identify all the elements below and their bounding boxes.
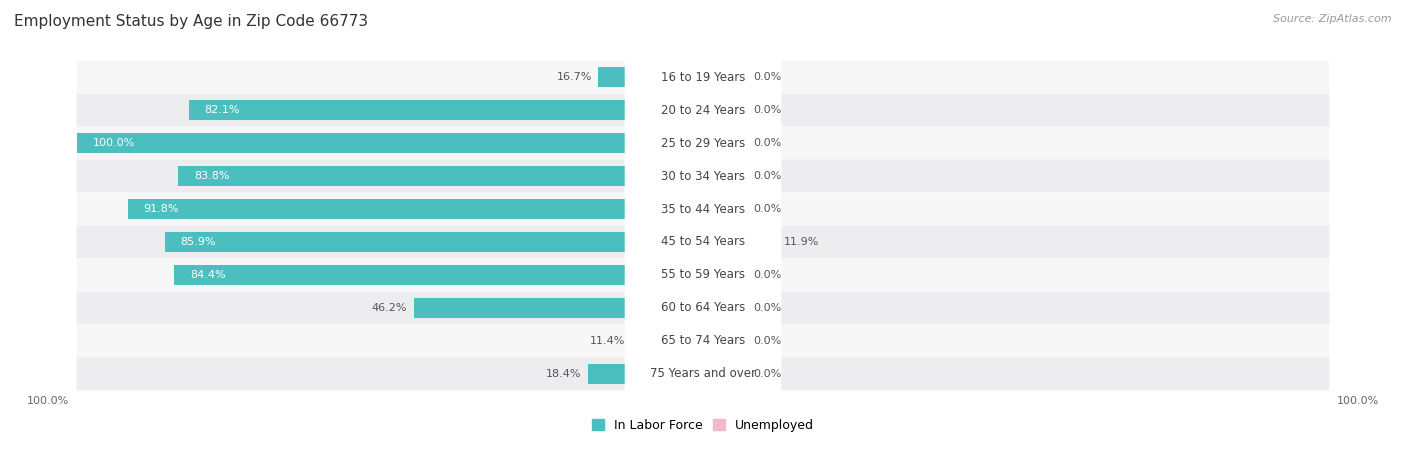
Text: 0.0%: 0.0%: [754, 270, 782, 280]
FancyBboxPatch shape: [624, 282, 782, 400]
Text: 16 to 19 Years: 16 to 19 Years: [661, 71, 745, 84]
Text: 18.4%: 18.4%: [546, 369, 582, 379]
Bar: [631, 331, 703, 351]
FancyBboxPatch shape: [624, 51, 782, 169]
Text: 45 to 54 Years: 45 to 54 Years: [661, 235, 745, 249]
Text: 0.0%: 0.0%: [754, 138, 782, 148]
Text: 85.9%: 85.9%: [180, 237, 217, 247]
Text: 75 Years and over: 75 Years and over: [650, 367, 756, 380]
FancyBboxPatch shape: [624, 84, 782, 202]
Text: 100.0%: 100.0%: [27, 396, 69, 406]
Text: 16.7%: 16.7%: [557, 72, 592, 82]
Bar: [77, 133, 703, 153]
Text: 82.1%: 82.1%: [204, 105, 240, 115]
Text: 83.8%: 83.8%: [194, 171, 229, 181]
FancyBboxPatch shape: [77, 94, 1329, 127]
Bar: [165, 232, 703, 252]
Text: 0.0%: 0.0%: [754, 72, 782, 82]
FancyBboxPatch shape: [77, 127, 1329, 160]
Text: Source: ZipAtlas.com: Source: ZipAtlas.com: [1274, 14, 1392, 23]
Bar: [128, 199, 703, 219]
Text: 60 to 64 Years: 60 to 64 Years: [661, 301, 745, 314]
Text: 20 to 24 Years: 20 to 24 Years: [661, 104, 745, 117]
Text: 0.0%: 0.0%: [754, 105, 782, 115]
Bar: [703, 232, 778, 252]
Text: 0.0%: 0.0%: [754, 336, 782, 346]
FancyBboxPatch shape: [77, 324, 1329, 357]
Text: 55 to 59 Years: 55 to 59 Years: [661, 268, 745, 281]
FancyBboxPatch shape: [77, 357, 1329, 390]
FancyBboxPatch shape: [624, 249, 782, 367]
Text: 11.9%: 11.9%: [783, 237, 820, 247]
Text: Employment Status by Age in Zip Code 66773: Employment Status by Age in Zip Code 667…: [14, 14, 368, 28]
Text: 91.8%: 91.8%: [143, 204, 179, 214]
FancyBboxPatch shape: [77, 258, 1329, 291]
Bar: [413, 298, 703, 318]
Bar: [174, 265, 703, 285]
FancyBboxPatch shape: [624, 315, 782, 433]
FancyBboxPatch shape: [624, 150, 782, 268]
FancyBboxPatch shape: [624, 117, 782, 235]
Text: 0.0%: 0.0%: [754, 369, 782, 379]
Text: 35 to 44 Years: 35 to 44 Years: [661, 202, 745, 216]
FancyBboxPatch shape: [624, 183, 782, 301]
Text: 0.0%: 0.0%: [754, 204, 782, 214]
FancyBboxPatch shape: [77, 160, 1329, 193]
FancyBboxPatch shape: [624, 216, 782, 334]
FancyBboxPatch shape: [77, 61, 1329, 94]
FancyBboxPatch shape: [77, 193, 1329, 226]
FancyBboxPatch shape: [77, 226, 1329, 258]
Text: 0.0%: 0.0%: [754, 171, 782, 181]
Text: 100.0%: 100.0%: [1337, 396, 1379, 406]
Bar: [599, 67, 703, 87]
FancyBboxPatch shape: [624, 18, 782, 136]
FancyBboxPatch shape: [77, 291, 1329, 324]
Bar: [179, 166, 703, 186]
Text: 100.0%: 100.0%: [93, 138, 135, 148]
Text: 30 to 34 Years: 30 to 34 Years: [661, 170, 745, 183]
Legend: In Labor Force, Unemployed: In Labor Force, Unemployed: [592, 419, 814, 432]
Text: 11.4%: 11.4%: [591, 336, 626, 346]
Bar: [188, 100, 703, 120]
Text: 65 to 74 Years: 65 to 74 Years: [661, 334, 745, 347]
Bar: [588, 364, 703, 384]
Text: 46.2%: 46.2%: [371, 303, 408, 313]
Text: 84.4%: 84.4%: [190, 270, 226, 280]
Text: 0.0%: 0.0%: [754, 303, 782, 313]
Text: 25 to 29 Years: 25 to 29 Years: [661, 137, 745, 150]
